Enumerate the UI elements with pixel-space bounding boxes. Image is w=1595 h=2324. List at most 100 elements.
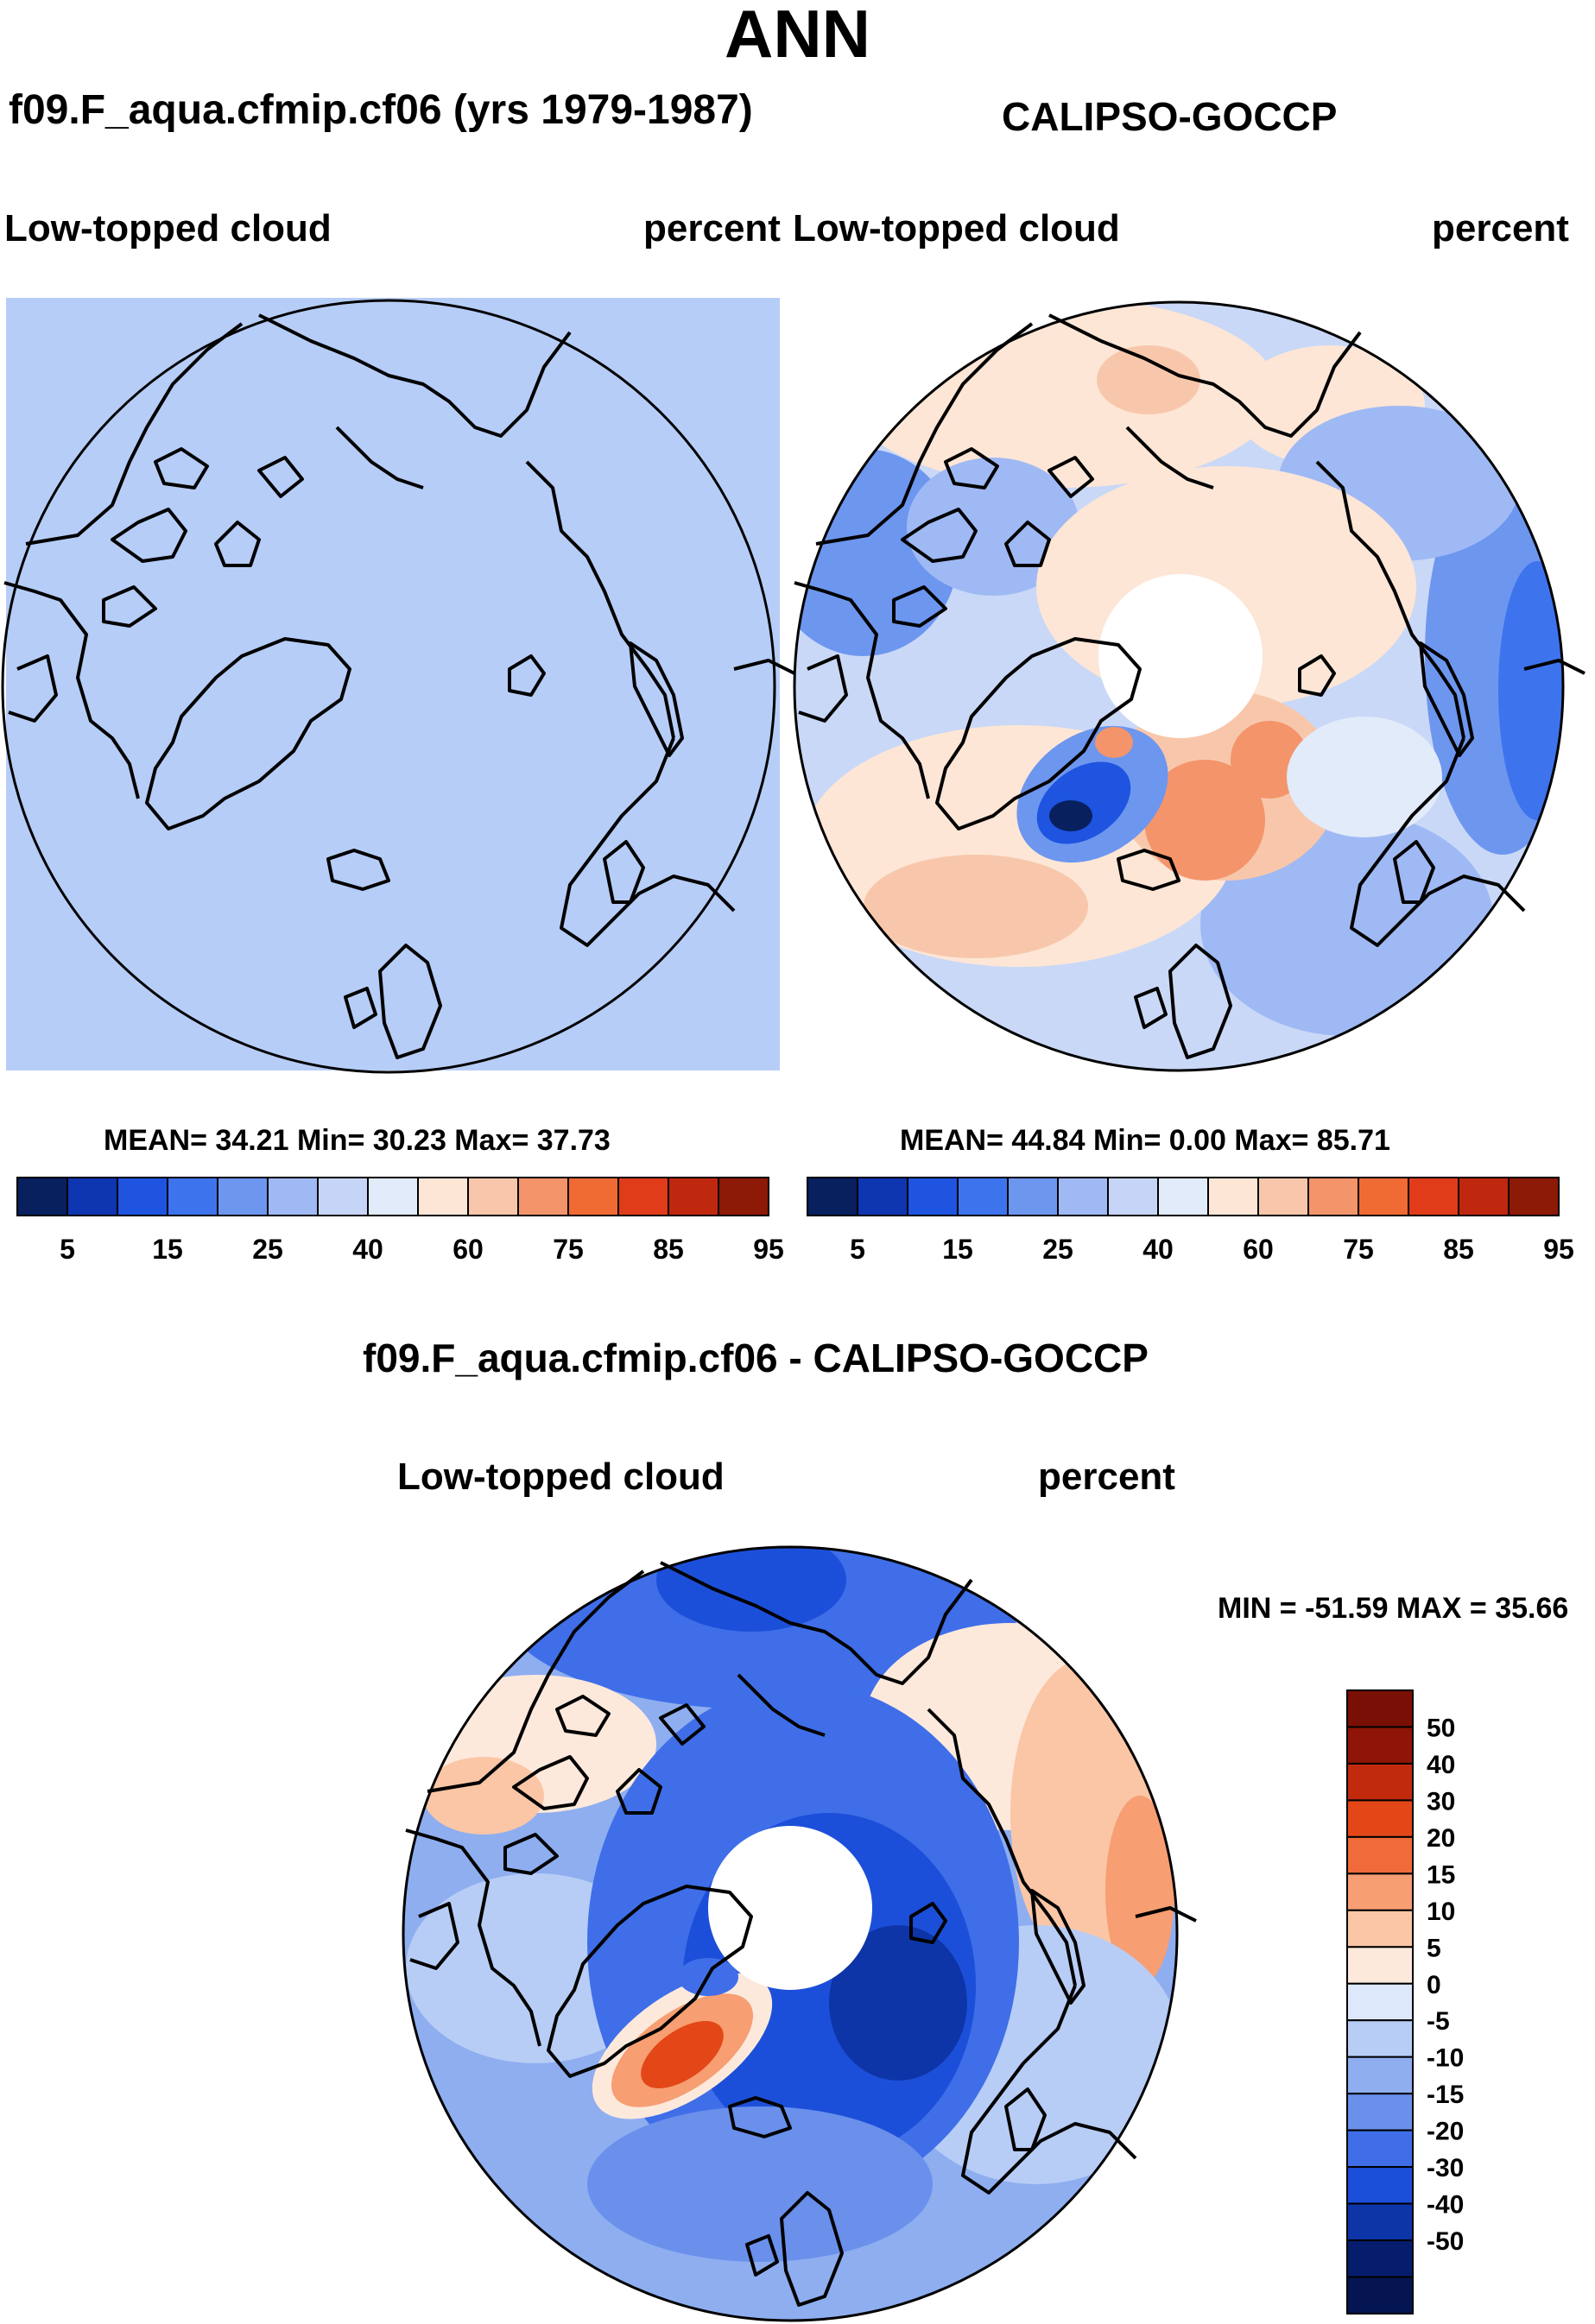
model-colorbar-swatch (167, 1177, 218, 1216)
diff-polar-gap (708, 1826, 872, 1990)
obs-colorbar-swatch (807, 1177, 858, 1216)
diff-colorbar-tick-label: 40 (1427, 1751, 1455, 1779)
model-colorbar-swatch (217, 1177, 269, 1216)
obs-colorbar-tick-label: 15 (942, 1234, 973, 1265)
diff-colorbar-tick-label: -40 (1427, 2191, 1464, 2220)
model-field-background (6, 298, 780, 1070)
model-colorbar-tick-label: 25 (252, 1234, 283, 1265)
diff-units-label: percent (1038, 1456, 1175, 1498)
obs-colorbar-swatch (1057, 1177, 1109, 1216)
diff-colorbar-swatch (1346, 2056, 1414, 2095)
obs-field-patch (907, 458, 1079, 596)
model-colorbar-swatch (117, 1177, 168, 1216)
obs-variable-label: Low-topped cloud (793, 207, 1120, 249)
model-colorbar-tick-label: 5 (60, 1234, 75, 1265)
model-colorbar-swatch (567, 1177, 619, 1216)
model-colorbar-tick-label: 15 (152, 1234, 183, 1265)
diff-colorbar-tick-label: -5 (1427, 2007, 1450, 2036)
diff-colorbar-swatch (1346, 2202, 1414, 2242)
diff-colorbar-swatch (1346, 1726, 1414, 1765)
diff-colorbar-tick-label: -20 (1427, 2118, 1464, 2146)
model-colorbar-swatch (718, 1177, 769, 1216)
model-colorbar-swatch (317, 1177, 369, 1216)
obs-colorbar-tick-label: 75 (1343, 1234, 1374, 1265)
model-colorbar-swatch (517, 1177, 569, 1216)
diff-colorbar-tick-label: -30 (1427, 2154, 1464, 2182)
obs-colorbar-tick-label: 95 (1543, 1234, 1574, 1265)
obs-polar-gap (1098, 574, 1263, 738)
obs-colorbar-swatch (957, 1177, 1009, 1216)
diff-colorbar-swatch (1346, 2166, 1414, 2205)
obs-colorbar-swatch (1107, 1177, 1159, 1216)
diff-field-patch (1105, 1796, 1174, 1986)
diff-colorbar-swatch (1346, 1762, 1414, 1802)
model-colorbar-tick-label: 60 (453, 1234, 484, 1265)
obs-colorbar-swatch (1508, 1177, 1560, 1216)
diff-colorbar-swatch (1346, 2093, 1414, 2131)
obs-field-patch (1097, 345, 1200, 414)
obs-stats: MEAN= 44.84 Min= 0.00 Max= 85.71 (900, 1124, 1390, 1157)
obs-colorbar-tick-label: 5 (850, 1234, 865, 1265)
obs-field-patch (1144, 760, 1265, 881)
obs-colorbar-tick-label: 40 (1142, 1234, 1174, 1265)
model-colorbar-swatch (467, 1177, 519, 1216)
model-colorbar-swatch (66, 1177, 118, 1216)
obs-colorbar-tick-label: 60 (1243, 1234, 1274, 1265)
model-variable-label: Low-topped cloud (4, 207, 332, 249)
page-title: ANN (725, 0, 870, 72)
diff-minmax: MIN = -51.59 MAX = 35.66 (1218, 1592, 1569, 1625)
obs-colorbar-swatch (1408, 1177, 1459, 1216)
diff-colorbar-tick-label: -10 (1427, 2044, 1464, 2073)
diff-colorbar-tick-label: 30 (1427, 1787, 1455, 1816)
model-colorbar-tick-label: 85 (653, 1234, 684, 1265)
obs-colorbar-swatch (1307, 1177, 1359, 1216)
diff-field-patch (587, 2106, 933, 2262)
model-colorbar-swatch (367, 1177, 419, 1216)
obs-map (793, 300, 1586, 1072)
obs-field-patch (1049, 800, 1092, 831)
obs-colorbar-swatch (1358, 1177, 1409, 1216)
model-units-label: percent (643, 207, 781, 249)
diff-colorbar-tick-label: 0 (1427, 1971, 1441, 1999)
model-colorbar: 5 15 25 40 60 75 85 95 (16, 1177, 784, 1265)
obs-panel-title: CALIPSO-GOCCP (1002, 94, 1338, 139)
diff-colorbar-tick-label: 10 (1427, 1898, 1455, 1926)
obs-units-label: percent (1432, 207, 1569, 249)
diff-map-border (402, 1545, 1179, 2322)
diff-variable-label: Low-topped cloud (397, 1456, 725, 1498)
model-colorbar-swatch (16, 1177, 68, 1216)
model-colorbar-tick-label: 75 (553, 1234, 584, 1265)
obs-colorbar-swatch (1007, 1177, 1059, 1216)
model-colorbar-tick-label: 95 (753, 1234, 784, 1265)
model-colorbar-swatch (668, 1177, 719, 1216)
obs-colorbar-swatch (1257, 1177, 1309, 1216)
diff-map (402, 1545, 1198, 2322)
diff-colorbar-tick-label: -50 (1427, 2227, 1464, 2256)
model-colorbar-swatch (267, 1177, 319, 1216)
diff-field-patch (829, 1925, 967, 2081)
model-colorbar-swatch (417, 1177, 469, 1216)
model-stats: MEAN= 34.21 Min= 30.23 Max= 37.73 (104, 1124, 611, 1157)
obs-field-patch (1287, 717, 1442, 837)
obs-field-patch (864, 855, 1088, 958)
obs-field-patch (846, 302, 1278, 488)
diff-colorbar-swatch (1346, 1909, 1414, 1948)
model-map (1, 298, 796, 1074)
model-panel-title: f09.F_aqua.cfmip.cf06 (yrs 1979-1987) (9, 87, 753, 133)
diff-colorbar-swatch (1346, 1872, 1414, 1911)
obs-colorbar-swatch (907, 1177, 959, 1216)
diff-field-patch (656, 1547, 846, 1632)
diff-colorbar-swatch (1346, 2019, 1414, 2058)
diff-colorbar-swatch (1346, 2129, 1414, 2169)
obs-colorbar-tick-label: 85 (1443, 1234, 1474, 1265)
diff-colorbar-swatch (1346, 1799, 1414, 1838)
diff-colorbar-swatch (1346, 1835, 1414, 1875)
model-colorbar-tick-label: 40 (352, 1234, 383, 1265)
obs-colorbar-swatch (1458, 1177, 1510, 1216)
model-colorbar-swatch (617, 1177, 669, 1216)
obs-colorbar-swatch (1207, 1177, 1259, 1216)
diff-field-patch (423, 1757, 544, 1835)
obs-field-patch (1095, 727, 1133, 758)
